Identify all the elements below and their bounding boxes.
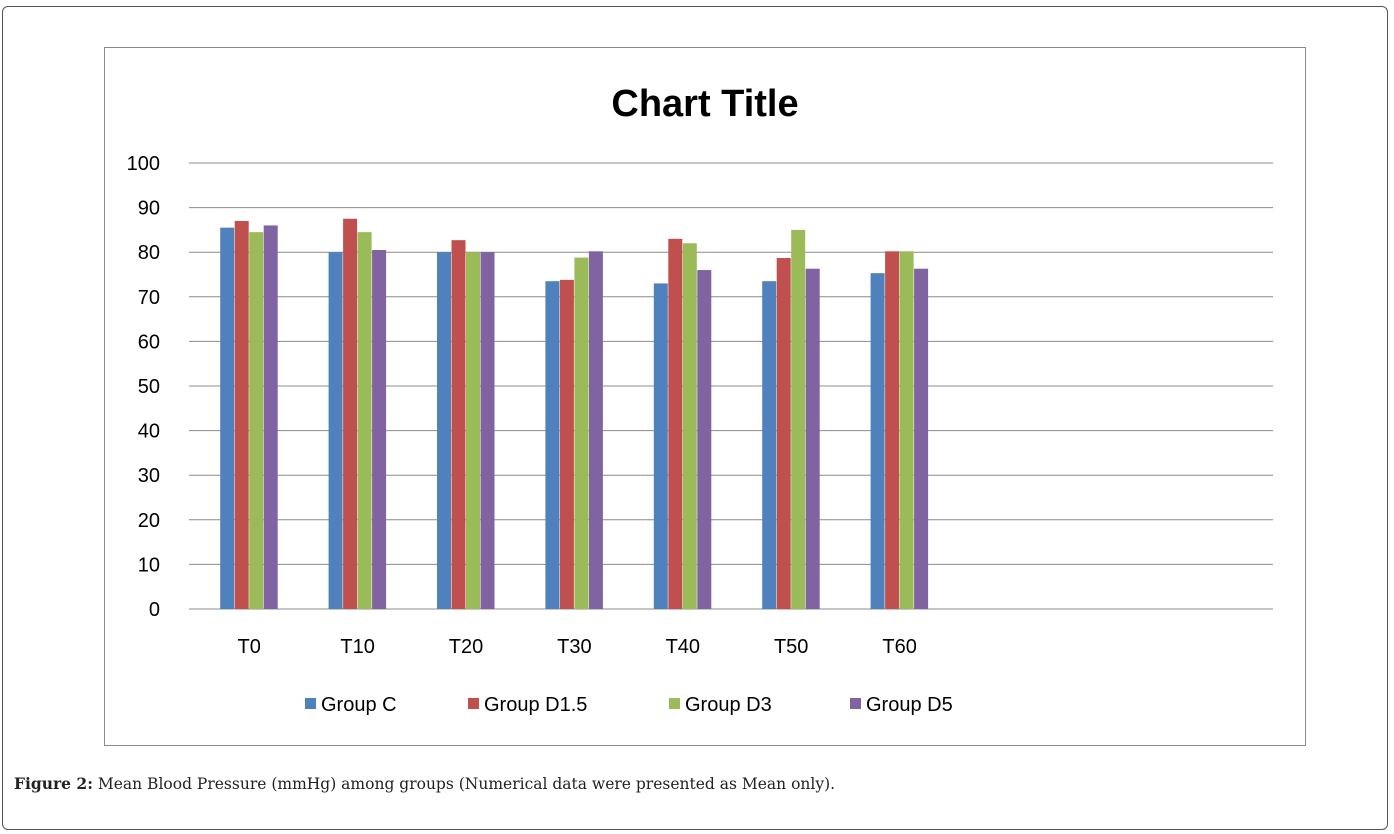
y-tick-label: 30 — [138, 465, 160, 487]
legend-label: Group D5 — [866, 694, 953, 716]
y-tick-label: 80 — [138, 242, 160, 264]
y-tick-label: 90 — [138, 198, 160, 220]
bar — [234, 220, 249, 610]
legend-swatch — [305, 698, 316, 709]
bar — [372, 249, 387, 609]
y-tick-label: 40 — [138, 421, 160, 443]
bar — [357, 232, 372, 609]
legend-label: Group D1.5 — [484, 694, 587, 716]
bar — [480, 252, 495, 609]
legend-label: Group D3 — [685, 694, 772, 716]
bar — [451, 240, 466, 609]
bar — [249, 232, 264, 609]
bar — [791, 229, 806, 609]
x-tick-label: T10 — [340, 636, 374, 658]
bar — [762, 281, 777, 609]
x-tick-label: T20 — [449, 636, 483, 658]
bar — [805, 268, 820, 609]
bar — [220, 227, 235, 610]
bar — [343, 218, 358, 609]
legend-label: Group C — [321, 694, 397, 716]
figure-caption: Figure 2: Mean Blood Pressure (mmHg) amo… — [14, 774, 1374, 793]
bar — [776, 257, 791, 609]
bar — [588, 251, 603, 610]
legend-swatch — [669, 698, 680, 709]
x-tick-label: T50 — [774, 636, 808, 658]
y-tick-label: 100 — [127, 153, 160, 175]
chart-title: Chart Title — [611, 83, 798, 125]
bar — [263, 225, 278, 609]
caption-label: Figure 2: — [14, 774, 93, 793]
bar — [870, 273, 885, 609]
bar — [559, 279, 574, 609]
x-tick-label: T40 — [666, 636, 700, 658]
y-tick-label: 10 — [138, 554, 160, 576]
bar — [682, 243, 697, 609]
bar — [466, 252, 480, 609]
x-tick-label: T0 — [238, 636, 261, 658]
legend-swatch — [468, 698, 479, 709]
x-tick-label: T60 — [882, 636, 916, 658]
bar — [885, 251, 900, 610]
legend-swatch — [850, 698, 861, 709]
y-tick-label: 70 — [138, 287, 160, 309]
bar — [437, 252, 451, 609]
x-tick-label: T30 — [557, 636, 591, 658]
bar — [697, 270, 712, 609]
bar — [899, 251, 914, 610]
bar — [574, 257, 589, 609]
y-tick-label: 20 — [138, 510, 160, 532]
y-tick-label: 0 — [149, 599, 160, 621]
bar — [668, 238, 683, 609]
y-tick-label: 60 — [138, 331, 160, 353]
bar — [545, 281, 560, 609]
bar — [328, 252, 343, 609]
bar — [653, 283, 668, 609]
y-tick-label: 50 — [138, 376, 160, 398]
caption-text: Mean Blood Pressure (mmHg) among groups … — [92, 775, 836, 793]
bar — [914, 268, 929, 609]
